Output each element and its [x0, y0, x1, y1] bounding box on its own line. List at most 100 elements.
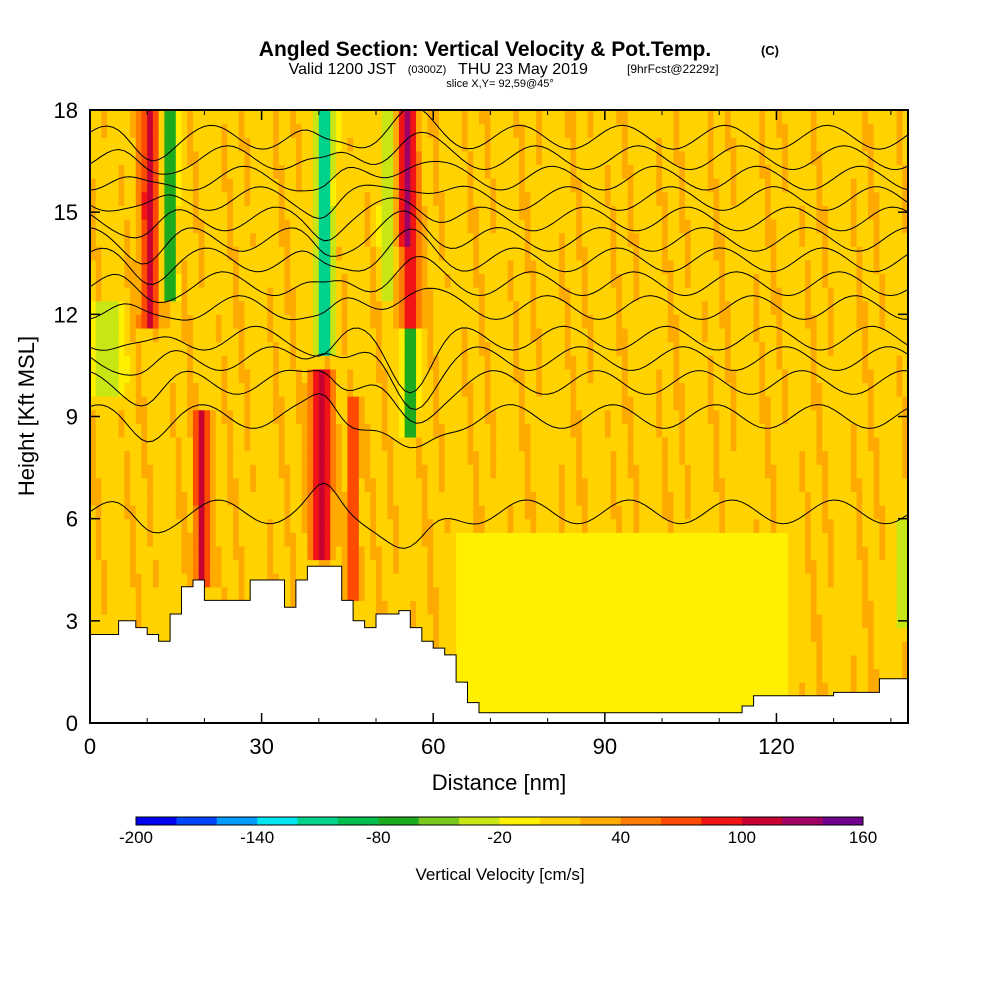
velocity-cell — [524, 668, 532, 683]
velocity-cell — [559, 382, 566, 397]
velocity-cell — [564, 150, 572, 166]
velocity-cell — [341, 137, 349, 152]
velocity-cell — [238, 450, 246, 465]
velocity-cell — [318, 477, 326, 493]
velocity-cell — [639, 164, 646, 179]
velocity-cell — [633, 314, 640, 329]
velocity-cell — [519, 218, 526, 234]
velocity-cell — [553, 505, 560, 520]
velocity-cell — [604, 327, 612, 343]
velocity-cell — [124, 137, 131, 152]
velocity-cell — [364, 368, 371, 384]
velocity-cell — [496, 532, 503, 547]
velocity-cell — [553, 450, 560, 465]
velocity-cell — [707, 450, 715, 465]
velocity-cell — [679, 695, 686, 710]
velocity-cell — [341, 477, 349, 493]
velocity-cell — [496, 178, 503, 193]
velocity-cell — [639, 505, 646, 520]
velocity-cell — [713, 573, 720, 588]
velocity-cell — [90, 518, 97, 533]
velocity-cell — [536, 232, 543, 247]
velocity-cell — [135, 246, 143, 261]
velocity-cell — [547, 627, 554, 642]
velocity-cell — [393, 314, 400, 329]
velocity-cell — [112, 423, 120, 438]
velocity-cell — [221, 110, 228, 125]
velocity-cell — [684, 559, 692, 574]
velocity-cell — [576, 355, 583, 370]
velocity-cell — [295, 464, 303, 479]
velocity-cell — [130, 218, 137, 234]
velocity-cell — [564, 586, 572, 601]
velocity-cell — [656, 232, 663, 247]
velocity-cell — [278, 246, 286, 261]
velocity-cell — [639, 423, 646, 438]
velocity-cell — [644, 600, 652, 615]
velocity-cell — [244, 573, 251, 588]
velocity-cell — [404, 314, 411, 329]
velocity-cell — [444, 246, 451, 261]
velocity-cell — [364, 110, 371, 125]
velocity-cell — [307, 518, 314, 533]
velocity-cell — [667, 396, 675, 411]
velocity-cell — [662, 436, 669, 452]
velocity-cell — [284, 573, 291, 588]
velocity-cell — [576, 627, 583, 642]
velocity-cell — [393, 300, 400, 315]
velocity-cell — [604, 178, 612, 193]
velocity-cell — [130, 464, 137, 479]
velocity-cell — [467, 382, 474, 397]
velocity-cell — [101, 491, 108, 506]
velocity-cell — [450, 368, 457, 384]
velocity-cell — [627, 614, 635, 629]
velocity-cell — [210, 273, 217, 288]
velocity-cell — [610, 327, 617, 343]
velocity-cell — [478, 287, 486, 302]
velocity-cell — [290, 123, 297, 138]
velocity-cell — [376, 409, 383, 424]
velocity-cell — [461, 464, 469, 479]
velocity-cell — [267, 409, 274, 424]
velocity-cell — [307, 300, 314, 315]
velocity-cell — [702, 218, 709, 234]
velocity-cell — [107, 246, 114, 261]
velocity-cell — [519, 654, 526, 670]
velocity-cell — [581, 668, 589, 683]
velocity-cell — [639, 300, 646, 315]
velocity-cell — [484, 491, 492, 506]
velocity-cell — [192, 327, 200, 343]
velocity-cell — [438, 232, 446, 247]
velocity-cell — [387, 164, 394, 179]
velocity-cell — [250, 246, 257, 261]
velocity-cell — [593, 600, 600, 615]
velocity-cell — [204, 341, 211, 356]
velocity-cell — [192, 436, 200, 452]
velocity-cell — [604, 545, 612, 561]
velocity-cell — [335, 123, 343, 138]
velocity-cell — [702, 314, 709, 329]
velocity-cell — [147, 505, 154, 520]
velocity-cell — [621, 150, 629, 166]
velocity-cell — [227, 368, 234, 384]
velocity-cell — [667, 436, 675, 452]
velocity-cell — [553, 436, 560, 452]
velocity-cell — [456, 191, 463, 206]
velocity-cell — [467, 614, 474, 629]
velocity-cell — [467, 327, 474, 343]
velocity-cell — [639, 682, 646, 697]
velocity-cell — [330, 491, 337, 506]
velocity-cell — [536, 600, 543, 615]
velocity-cell — [404, 545, 411, 561]
velocity-cell — [387, 300, 394, 315]
velocity-cell — [95, 464, 103, 479]
velocity-cell — [233, 205, 240, 220]
velocity-cell — [233, 218, 240, 234]
velocity-cell — [307, 436, 314, 452]
velocity-cell — [210, 110, 217, 125]
velocity-cell — [404, 409, 411, 424]
velocity-cell — [324, 423, 331, 438]
velocity-cell — [541, 382, 549, 397]
velocity-cell — [227, 491, 234, 506]
velocity-cell — [290, 436, 297, 452]
